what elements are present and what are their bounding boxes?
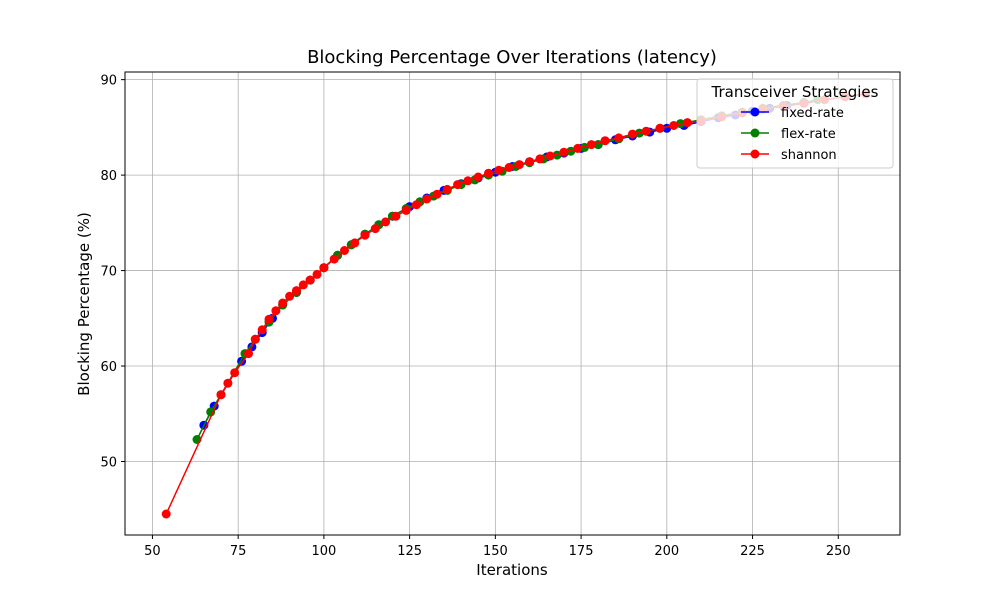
data-point-shannon bbox=[401, 205, 411, 215]
legend-title: Transceiver Strategies bbox=[711, 83, 879, 101]
data-point-shannon bbox=[391, 211, 401, 221]
data-point-shannon bbox=[525, 157, 535, 167]
legend-label: flex-rate bbox=[781, 127, 836, 142]
data-point-shannon bbox=[682, 118, 692, 128]
data-point-shannon bbox=[484, 168, 493, 178]
x-tick-label: 75 bbox=[230, 544, 247, 559]
data-point-shannon bbox=[250, 334, 260, 344]
data-point-shannon bbox=[216, 390, 226, 400]
legend-entry-fixed-rate: fixed-rate bbox=[741, 106, 844, 121]
data-point-shannon bbox=[655, 123, 665, 133]
x-tick-label: 250 bbox=[826, 544, 851, 559]
x-axis: 50 75 100 125 150 175 200 225 250 bbox=[144, 535, 851, 559]
data-point-shannon bbox=[230, 368, 240, 378]
data-point-shannon bbox=[514, 160, 524, 170]
legend-marker bbox=[750, 107, 760, 117]
data-point-shannon bbox=[285, 291, 295, 301]
data-point-shannon bbox=[442, 184, 452, 194]
data-point-shannon bbox=[412, 200, 421, 210]
data-point-shannon bbox=[641, 126, 651, 136]
data-point-shannon bbox=[614, 133, 624, 143]
data-point-shannon bbox=[223, 378, 233, 388]
data-point-shannon bbox=[535, 154, 545, 164]
data-point-shannon bbox=[264, 314, 274, 324]
y-tick-label: 60 bbox=[100, 360, 117, 375]
data-point-shannon bbox=[422, 194, 432, 204]
legend: Transceiver Strategies fixed-rate flex-ra… bbox=[696, 78, 894, 169]
x-tick-label: 100 bbox=[311, 544, 336, 559]
chart-title: Blocking Percentage Over Iterations (lat… bbox=[307, 47, 717, 68]
data-point-shannon bbox=[494, 165, 504, 175]
data-point-shannon bbox=[453, 180, 463, 190]
data-point-shannon bbox=[298, 280, 308, 290]
legend-marker bbox=[750, 149, 760, 159]
x-tick-label: 200 bbox=[654, 544, 679, 559]
data-point-shannon bbox=[370, 224, 380, 234]
data-point-shannon bbox=[463, 176, 473, 186]
data-point-shannon bbox=[545, 151, 555, 161]
data-point-shannon bbox=[559, 147, 569, 157]
x-tick-label: 125 bbox=[397, 544, 422, 559]
series-shannon bbox=[161, 89, 871, 519]
data-point-shannon bbox=[473, 172, 483, 182]
legend-label: fixed-rate bbox=[781, 106, 844, 121]
data-point-shannon bbox=[278, 298, 288, 308]
y-tick-label: 70 bbox=[100, 265, 117, 280]
data-point-flex-rate bbox=[206, 407, 216, 417]
data-point-shannon bbox=[350, 238, 360, 248]
y-axis-label: Blocking Percentage (%) bbox=[75, 212, 93, 396]
data-point-shannon bbox=[600, 136, 610, 146]
data-point-shannon bbox=[504, 163, 514, 172]
legend-label: shannon bbox=[781, 148, 837, 163]
x-tick-label: 225 bbox=[740, 544, 765, 559]
x-tick-label: 50 bbox=[144, 544, 161, 559]
data-point-shannon bbox=[669, 121, 679, 130]
legend-entry-flex-rate: flex-rate bbox=[741, 127, 836, 142]
y-axis: 50 60 70 80 90 bbox=[100, 74, 125, 470]
data-point-shannon bbox=[329, 254, 339, 264]
legend-box bbox=[696, 78, 894, 169]
plot-frame bbox=[124, 71, 901, 536]
data-point-shannon bbox=[271, 306, 281, 316]
data-point-shannon bbox=[628, 129, 637, 139]
data-point-shannon bbox=[257, 325, 267, 335]
x-axis-label: Iterations bbox=[476, 561, 548, 579]
data-point-shannon bbox=[340, 246, 349, 255]
y-tick-label: 50 bbox=[100, 455, 117, 470]
data-point-shannon bbox=[573, 143, 583, 153]
x-tick-label: 150 bbox=[483, 544, 508, 559]
data-point-shannon bbox=[244, 349, 253, 359]
legend-marker bbox=[750, 128, 760, 138]
y-tick-label: 90 bbox=[100, 74, 117, 89]
data-point-shannon bbox=[360, 230, 370, 240]
data-point-shannon bbox=[432, 189, 442, 199]
data-point-shannon bbox=[312, 269, 322, 279]
data-point-shannon bbox=[319, 263, 329, 273]
x-tick-label: 175 bbox=[569, 544, 594, 559]
data-point-shannon bbox=[292, 286, 301, 296]
y-tick-label: 80 bbox=[100, 169, 117, 184]
data-point-shannon bbox=[586, 140, 596, 150]
data-point-shannon bbox=[381, 217, 391, 227]
legend-entry-shannon: shannon bbox=[741, 148, 837, 163]
data-point-shannon bbox=[161, 509, 171, 519]
data-point-shannon bbox=[305, 275, 315, 285]
